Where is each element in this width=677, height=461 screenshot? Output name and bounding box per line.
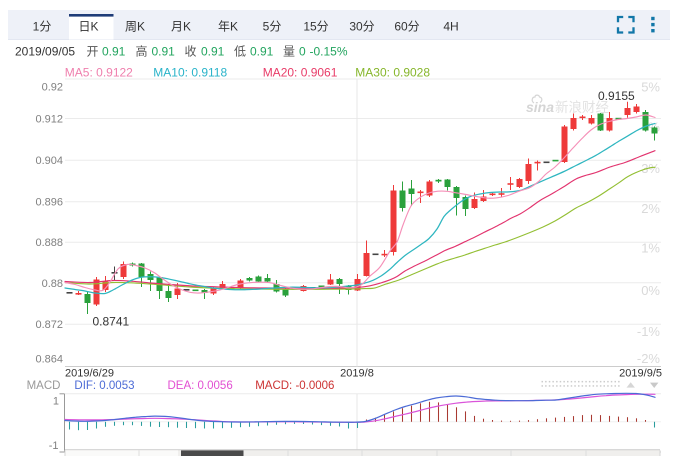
svg-text:高: 高 (136, 44, 148, 59)
svg-text:0.872: 0.872 (35, 319, 63, 331)
svg-text:0.9155: 0.9155 (598, 89, 635, 103)
svg-text:0.91: 0.91 (250, 45, 274, 59)
svg-text:0.904: 0.904 (35, 155, 63, 167)
svg-text:2019/8: 2019/8 (340, 368, 374, 380)
svg-text:年K: 年K (218, 20, 238, 34)
svg-text:0.88: 0.88 (42, 278, 63, 290)
svg-text:MA20: 0.9061: MA20: 0.9061 (263, 66, 338, 80)
svg-text:0%: 0% (641, 283, 660, 298)
svg-text:MA5: 0.9122: MA5: 0.9122 (65, 66, 133, 80)
svg-text:2%: 2% (641, 201, 660, 216)
svg-text:-1%: -1% (637, 324, 661, 339)
svg-text:2019/6/29: 2019/6/29 (65, 368, 114, 380)
svg-text:量: 量 (283, 45, 295, 59)
svg-text:MACD: -0.0006: MACD: -0.0006 (255, 380, 334, 392)
svg-text:月K: 月K (171, 20, 191, 34)
svg-text:5分: 5分 (263, 20, 282, 34)
svg-text:0.912: 0.912 (35, 113, 63, 125)
svg-text:MA30: 0.9028: MA30: 0.9028 (355, 66, 430, 80)
svg-text:低: 低 (234, 45, 246, 59)
svg-text:日K: 日K (78, 20, 98, 34)
svg-text:4H: 4H (443, 20, 458, 34)
svg-text:0.8741: 0.8741 (93, 315, 130, 329)
svg-text:0.864: 0.864 (35, 353, 63, 365)
svg-text:开: 开 (87, 45, 99, 59)
svg-text:0.92: 0.92 (42, 81, 63, 93)
svg-text:5%: 5% (641, 80, 660, 95)
svg-text:0.91: 0.91 (102, 45, 126, 59)
svg-text:-1: -1 (49, 440, 59, 452)
svg-text:0.896: 0.896 (35, 197, 63, 209)
svg-text:15分: 15分 (303, 20, 328, 34)
svg-text:0.888: 0.888 (35, 237, 63, 249)
svg-text:-2%: -2% (637, 351, 661, 366)
svg-text:2019/9/5: 2019/9/5 (619, 368, 662, 380)
svg-text:周K: 周K (125, 20, 145, 34)
svg-text:MACD: MACD (27, 380, 61, 392)
svg-text:1: 1 (53, 396, 59, 408)
svg-text:1分: 1分 (33, 20, 52, 34)
svg-text:3%: 3% (641, 161, 660, 176)
svg-text:DEA: 0.0056: DEA: 0.0056 (168, 380, 233, 392)
svg-text:1%: 1% (641, 241, 660, 256)
svg-text:2019/09/05: 2019/09/05 (15, 45, 75, 59)
svg-text:sina: sina (526, 99, 554, 115)
svg-text:0: 0 (299, 45, 306, 59)
svg-text:-0.15%: -0.15% (310, 45, 348, 59)
svg-text:30分: 30分 (349, 20, 374, 34)
svg-text:60分: 60分 (394, 20, 419, 34)
svg-text:收: 收 (185, 45, 197, 59)
svg-text:0.91: 0.91 (201, 45, 225, 59)
svg-text:DIF: 0.0053: DIF: 0.0053 (74, 380, 134, 392)
svg-text:0.91: 0.91 (152, 45, 176, 59)
svg-text:新浪财经: 新浪财经 (555, 100, 609, 115)
svg-text:MA10: 0.9118: MA10: 0.9118 (153, 66, 227, 80)
